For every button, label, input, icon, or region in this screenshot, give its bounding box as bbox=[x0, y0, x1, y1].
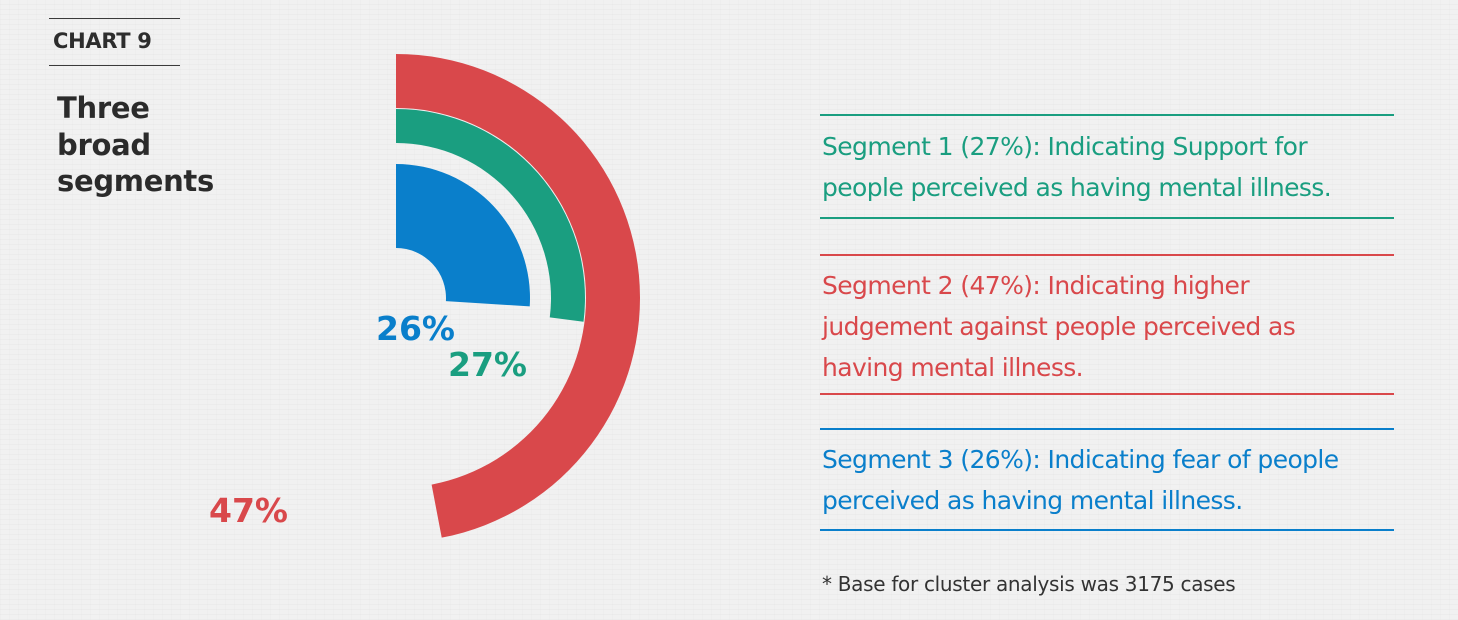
legend-line: Segment 3 (26%): Indicating fear of peop… bbox=[822, 445, 1339, 474]
arc-segment-1 bbox=[396, 109, 586, 322]
value-label-segment-1: 27% bbox=[448, 345, 527, 384]
chart-number: CHART 9 bbox=[49, 18, 180, 66]
value-label-segment-2: 47% bbox=[209, 491, 288, 530]
legend-line: judgement against people perceived as bbox=[822, 312, 1296, 341]
footnote: * Base for cluster analysis was 3175 cas… bbox=[822, 572, 1236, 596]
legend-item-segment-3: Segment 3 (26%): Indicating fear of peop… bbox=[820, 428, 1394, 531]
legend-line: perceived as having mental illness. bbox=[822, 486, 1243, 515]
legend-item-segment-1: Segment 1 (27%): Indicating Support for … bbox=[820, 114, 1394, 219]
legend-line: having mental illness. bbox=[822, 353, 1084, 382]
legend-line: Segment 1 (27%): Indicating Support for bbox=[822, 132, 1308, 161]
legend-item-segment-2: Segment 2 (47%): Indicating higher judge… bbox=[820, 254, 1394, 395]
arc-segment-3 bbox=[396, 164, 531, 307]
arc-segment-2 bbox=[396, 54, 641, 538]
chart-title: Three broad segments bbox=[57, 91, 214, 198]
value-label-segment-3: 26% bbox=[376, 309, 455, 348]
legend-line: people perceived as having mental illnes… bbox=[822, 173, 1332, 202]
legend-line: Segment 2 (47%): Indicating higher bbox=[822, 271, 1250, 300]
